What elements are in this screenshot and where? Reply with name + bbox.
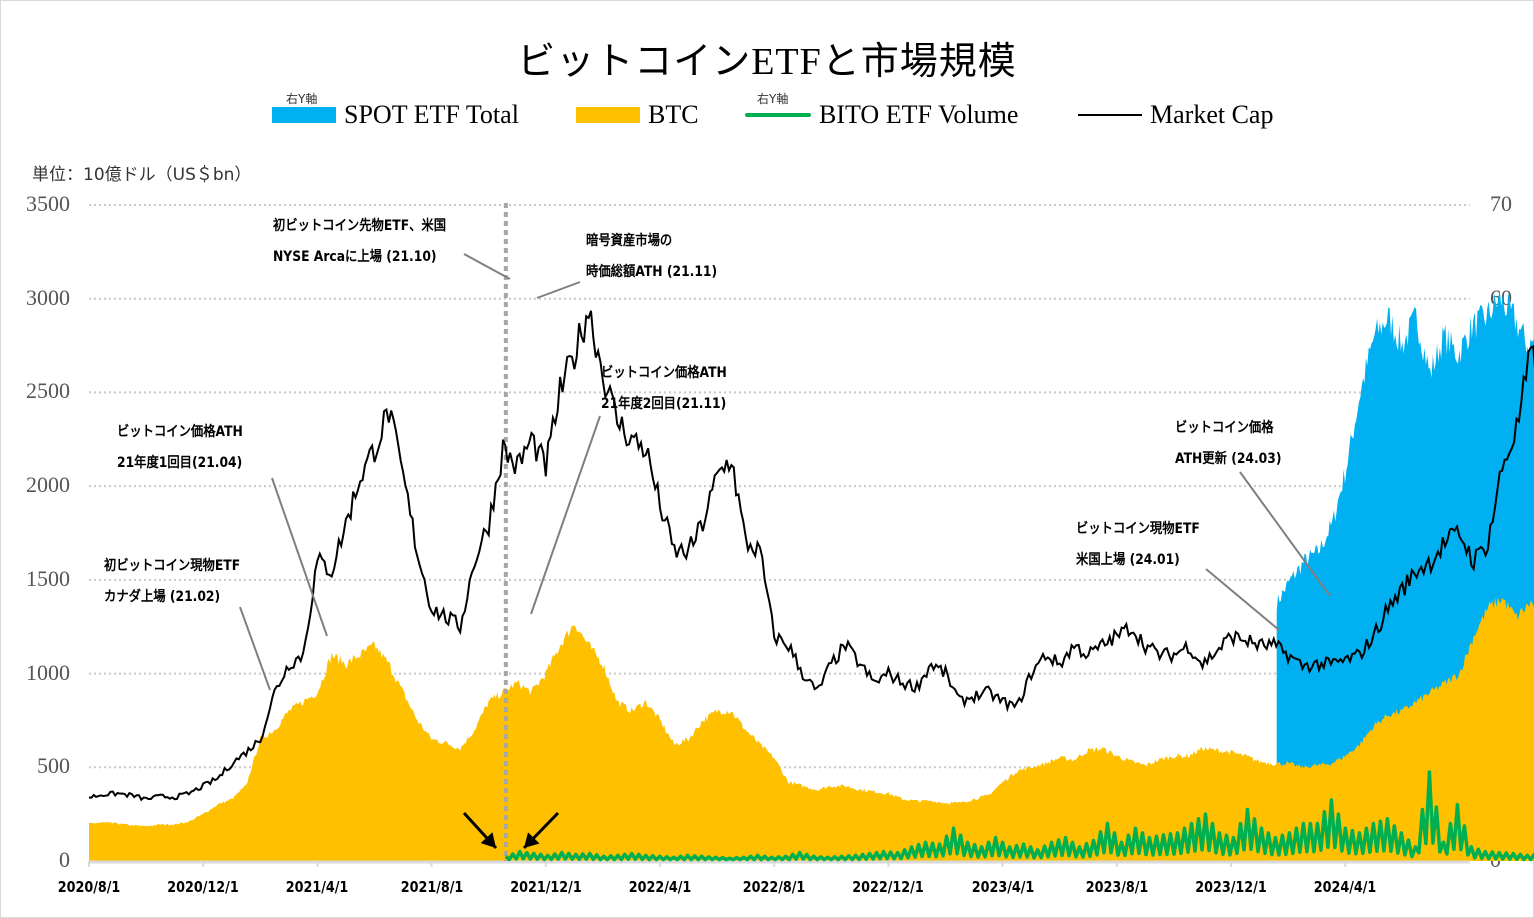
y-tick-left: 1000 bbox=[26, 659, 70, 685]
unit-label: 単位：10億ドル（US＄bn） bbox=[32, 165, 252, 185]
annotation-leader-line bbox=[530, 415, 601, 615]
y-tick-left: 2500 bbox=[26, 378, 70, 404]
legend-axis-tag: 右Y軸 bbox=[757, 92, 789, 106]
x-tick-label: 2022/12/1 bbox=[852, 878, 925, 896]
legend-label: BITO ETF Volume bbox=[819, 100, 1019, 129]
legend-item-bito: 右Y軸 BITO ETF Volume bbox=[745, 92, 1019, 130]
annotation-leader-line bbox=[239, 606, 271, 691]
x-tick-label: 2021/8/1 bbox=[400, 878, 463, 896]
bito-volume-line bbox=[504, 770, 1534, 862]
btc-area bbox=[89, 597, 1534, 861]
legend-item-market-cap: Market Cap bbox=[1078, 100, 1273, 130]
annotation-ath-2: ビットコイン価格ATH 21年度2回目(21.11) bbox=[601, 365, 727, 412]
arrow-head bbox=[524, 832, 540, 848]
market-cap-line bbox=[88, 310, 1534, 802]
y-tick-left: 500 bbox=[37, 753, 70, 779]
annotation-leader-line bbox=[536, 281, 581, 299]
legend-label: SPOT ETF Total bbox=[344, 100, 519, 129]
arrow-head bbox=[480, 832, 496, 848]
annotation-market-cap-ath: 暗号資産市場の 時価総額ATH (21.11) bbox=[586, 233, 718, 280]
annotation-leader-line bbox=[463, 253, 511, 280]
legend-axis-tag: 右Y軸 bbox=[286, 92, 318, 106]
annotation-leader-line bbox=[1205, 568, 1280, 631]
x-tick-label: 2021/4/1 bbox=[286, 878, 349, 896]
legend-swatch-bito bbox=[745, 113, 811, 117]
x-tick-label: 2022/8/1 bbox=[742, 878, 806, 896]
legend-swatch-spot-etf bbox=[272, 107, 336, 123]
annotation-leader-line bbox=[271, 477, 328, 637]
legend-label: Market Cap bbox=[1150, 100, 1274, 129]
annotation-ath-1: ビットコイン価格ATH 21年度1回目(21.04) bbox=[117, 424, 243, 471]
legend-item-btc: BTC bbox=[576, 100, 699, 130]
y-tick-left: 1500 bbox=[26, 565, 70, 591]
x-tick-label: 2020/12/1 bbox=[167, 878, 239, 896]
y-tick-left: 3500 bbox=[26, 191, 70, 216]
legend-label: BTC bbox=[648, 100, 699, 129]
x-tick-label: 2021/12/1 bbox=[510, 878, 582, 896]
x-tick-label: 2020/8/1 bbox=[57, 878, 121, 896]
legend-item-spot-etf: 右Y軸 SPOT ETF Total bbox=[272, 92, 519, 130]
x-tick-label: 2023/8/1 bbox=[1085, 878, 1149, 896]
annotation-leader-line bbox=[1239, 471, 1331, 597]
legend: 右Y軸 SPOT ETF Total BTC 右Y軸 BITO ETF Volu… bbox=[0, 92, 1534, 136]
legend-swatch-btc bbox=[576, 107, 640, 123]
x-tick-label: 2022/4/1 bbox=[628, 878, 692, 896]
y-tick-left: 0 bbox=[59, 847, 70, 872]
annotation-ath-2024: ビットコイン価格 ATH更新 (24.03) bbox=[1175, 420, 1282, 467]
y-tick-right: 70 bbox=[1490, 191, 1512, 216]
legend-swatch-market-cap bbox=[1078, 114, 1142, 116]
annotation-bito-listing: 初ビットコイン先物ETF、米国 NYSE Arcaに上場 (21.10) bbox=[273, 218, 447, 265]
x-tick-label: 2023/4/1 bbox=[971, 878, 1034, 896]
chart-title: ビットコインETFと市場規模 bbox=[517, 41, 1017, 83]
x-tick-label: 2023/12/1 bbox=[1195, 878, 1267, 896]
y-tick-left: 2000 bbox=[26, 472, 70, 498]
y-tick-left: 3000 bbox=[26, 284, 70, 310]
x-tick-label: 2024/4/1 bbox=[1313, 878, 1377, 896]
annotation-canada-spot-etf: 初ビットコイン現物ETF カナダ上場 (21.02) bbox=[104, 558, 241, 605]
annotation-us-spot-etf: ビットコイン現物ETF 米国上場 (24.01) bbox=[1076, 521, 1200, 568]
